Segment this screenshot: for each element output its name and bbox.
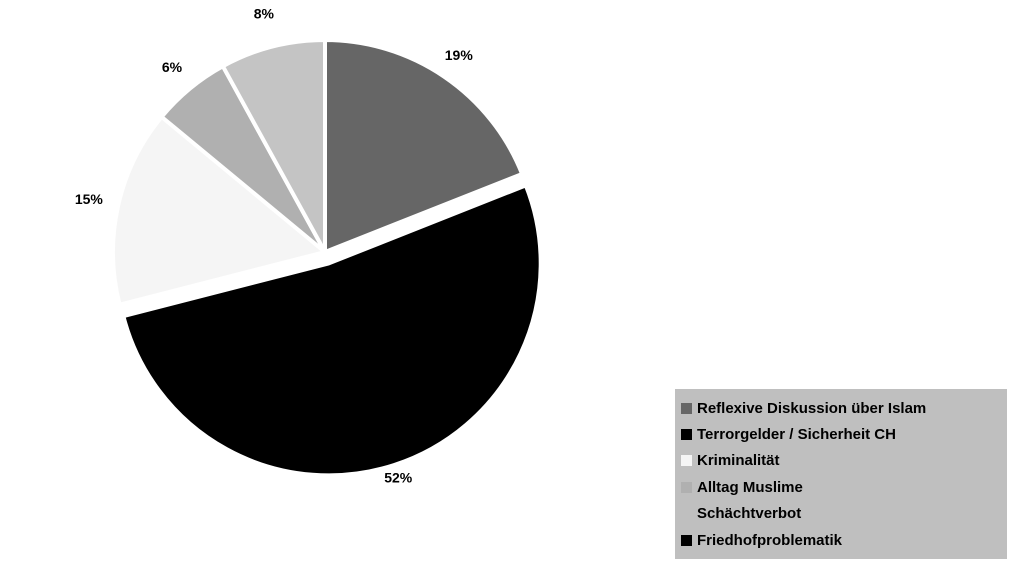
- legend-swatch-2: [681, 429, 692, 441]
- legend-label-3: Kriminalität: [697, 452, 780, 470]
- pie-slice-2: [121, 183, 543, 478]
- legend-swatch-1: [681, 402, 692, 414]
- pie-slice-label-3: 15%: [75, 191, 104, 207]
- legend-label-4: Alltag Muslime: [697, 478, 803, 496]
- pie-slice-1: [323, 38, 525, 254]
- pie-chart: 19% 52% 15% 6% 8%: [75, 6, 543, 485]
- legend-label-2: Terrorgelder / Sicherheit CH: [697, 426, 896, 444]
- legend-swatch-5: [681, 508, 692, 519]
- legend-swatch-3: [681, 455, 692, 467]
- pie-slice-label-2: 52%: [384, 469, 413, 485]
- legend-swatch-6: [681, 534, 692, 546]
- pie-slice-label-4: 6%: [162, 59, 183, 75]
- legend-item-5: Schächtverbot: [681, 501, 1007, 527]
- legend-label-1: Reflexive Diskussion über Islam: [697, 399, 927, 417]
- legend-swatch-4: [681, 481, 692, 493]
- pie-slice-5: [220, 38, 327, 254]
- pie-slice-label-1: 19%: [445, 47, 474, 63]
- legend-item-4: Alltag Muslime: [681, 474, 1007, 500]
- pie-slice-label-5: 8%: [254, 6, 275, 22]
- legend: Reflexive Diskussion über Islam Terrorgel…: [675, 389, 1007, 559]
- legend-item-3: Kriminalität: [681, 448, 1007, 474]
- legend-item-2: Terrorgelder / Sicherheit CH: [681, 421, 1007, 447]
- legend-label-6: Friedhofproblematik: [697, 531, 843, 549]
- pie-slice-3: [111, 114, 327, 307]
- legend-label-5: Schächtverbot: [697, 505, 802, 523]
- legend-item-6: Friedhofproblematik: [681, 527, 1007, 553]
- legend-item-1: Reflexive Diskussion über Islam: [681, 395, 1007, 421]
